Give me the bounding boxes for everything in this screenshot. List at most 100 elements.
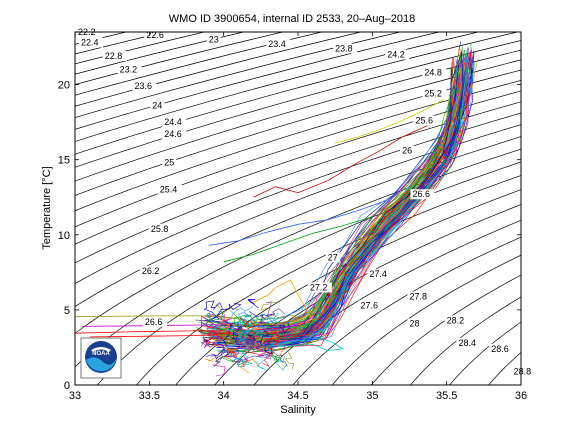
x-tick-label: 34.5 [287,390,308,402]
profile-line [243,73,470,344]
profile-line [249,344,268,353]
profile-line [255,313,270,329]
plot-area: 22.222.422.622.82323.223.423.623.82424.2… [74,27,536,386]
contour-label: 23.8 [335,44,353,54]
contour-label-bg [358,300,383,311]
profile-line [240,359,259,374]
profile-line [239,317,256,329]
noaa-logo-text: NOAA [92,351,110,357]
profile-line [271,330,280,341]
contour-label-bg [422,88,447,99]
contour-label: 27 [328,252,338,262]
contour-label: 25.4 [160,185,178,195]
profile-line [223,340,236,346]
profile-line [208,199,388,246]
profile-line [335,99,444,144]
profile-line [225,349,249,358]
profile-line [253,123,432,198]
x-axis-label: Salinity [280,404,316,416]
contour-label: 27.2 [310,282,328,292]
profile-line [206,47,469,328]
profile-line [264,347,276,357]
contour-label: 28.4 [459,338,477,348]
contour-label: 27.8 [410,291,428,301]
profile-line [278,348,286,365]
density-contour-line [75,69,521,212]
profile-line [244,323,253,336]
contour-label-bg [407,291,432,302]
contour-label: 28.8 [514,366,532,376]
profile-line [267,341,273,358]
profile-line [230,310,266,335]
y-tick-label: 0 [64,380,70,392]
contour-label: 28.2 [447,315,465,325]
profile-line [245,342,256,349]
profile-line [240,316,251,327]
contour-label: 23.6 [134,81,152,91]
contour-label-bg [410,189,435,200]
profile-line [211,326,227,339]
density-contour-line [75,32,402,118]
density-contour-line [75,32,519,155]
profile-line [284,351,295,370]
profile-line [207,316,226,335]
contour-label-bg [132,81,157,92]
density-contour-line [75,32,363,107]
profile-line [212,364,226,377]
contour-label: 25.6 [415,116,433,126]
profile-line [247,299,259,309]
density-contour-line [136,175,521,385]
profile-line [266,301,274,324]
profile-line [247,334,256,341]
density-contour-line [292,236,521,385]
profile-line [232,331,248,347]
contour-label: 23.2 [120,65,138,75]
contour-label-bg [157,184,182,195]
profile-line [281,325,292,337]
contour-label: 24.4 [164,117,182,127]
contour-label: 24.6 [164,129,182,139]
contour-label: 26 [402,146,412,156]
density-contour-line [75,32,441,130]
density-contour-line [409,296,521,385]
x-tick-label: 35 [366,390,378,402]
y-tick-label: 20 [58,80,70,92]
contour-label-bg [162,129,187,140]
contour-label: 23.4 [268,39,286,49]
contour-label-bg [333,43,358,54]
profile-line [203,307,220,320]
contour-label: 24 [152,101,162,111]
profile-line [89,332,232,338]
contour-label-bg [489,343,514,354]
profile-line [208,310,224,321]
contour-label-bg [144,30,169,41]
profile-line [249,77,469,341]
profile-line [232,322,241,342]
density-contour-line [75,32,324,96]
density-contour-line [75,112,521,284]
density-contour-line [75,124,521,308]
contour-label-bg [456,337,481,348]
density-contour-labels: 22.222.422.622.82323.223.423.623.82424.2… [75,27,536,377]
contour-label-bg [444,315,469,326]
profile-line [209,59,469,347]
density-contour-line [75,101,521,264]
contour-label-bg [162,157,177,168]
profile-line [75,315,239,320]
contour-label: 25 [164,158,174,168]
profile-line [203,338,216,345]
profile-line [255,359,266,370]
density-contour-line [370,274,521,385]
profile-line [261,351,279,367]
contour-label: 25.8 [151,224,169,234]
x-tick-label: 34 [218,390,230,402]
profile-line [260,302,278,311]
profile-line [82,323,232,327]
profile-line [208,54,467,342]
profile-line [201,333,214,347]
contour-label-bg [148,223,173,234]
x-tick-label: 36 [515,390,527,402]
contour-label-bg [367,268,392,279]
profile-line [236,70,457,342]
